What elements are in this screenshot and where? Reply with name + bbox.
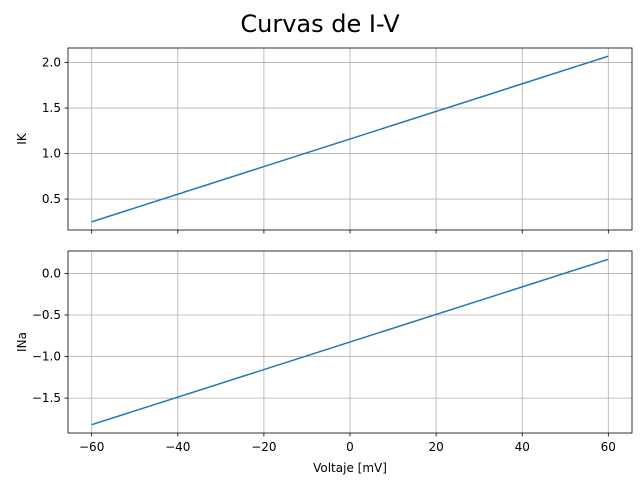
y-tick-label: 0.5 [42,192,61,206]
y-tick-label: −1.5 [32,391,61,405]
x-tick-label: −40 [165,440,190,454]
x-axis-label: Voltaje [mV] [313,461,387,475]
y-tick-label: −1.0 [32,350,61,364]
subplots-container: 0.5 1.0 1.5 2.0 IK −60 −40 −20 0 20 40 60 −1.5 −1.0 −0… [15,47,633,475]
y-tick-label: 1.5 [42,101,61,115]
y-axis-label: INa [15,332,29,352]
y-axis-label: IK [15,132,29,145]
y-tick-label: 2.0 [42,56,61,70]
x-tick-label: 40 [515,440,530,454]
figure-title: Curvas de I-V [240,10,400,38]
subplot-ina: −60 −40 −20 0 20 40 60 −1.5 −1.0 −0.5 0.0 INa Voltaj… [15,250,633,475]
series-line-IK [91,55,609,223]
y-tick-label: −0.5 [32,308,61,322]
x-tick-label: −20 [251,440,276,454]
series-line-INa [91,258,609,426]
y-tick-label: 0.0 [42,266,61,280]
x-tick-label: 60 [601,440,616,454]
y-tick-label: 1.0 [42,147,61,161]
subplot-ik: 0.5 1.0 1.5 2.0 IK [15,47,633,234]
x-tick-label: 20 [428,440,443,454]
x-tick-label: 0 [346,440,354,454]
x-tick-label: −60 [79,440,104,454]
